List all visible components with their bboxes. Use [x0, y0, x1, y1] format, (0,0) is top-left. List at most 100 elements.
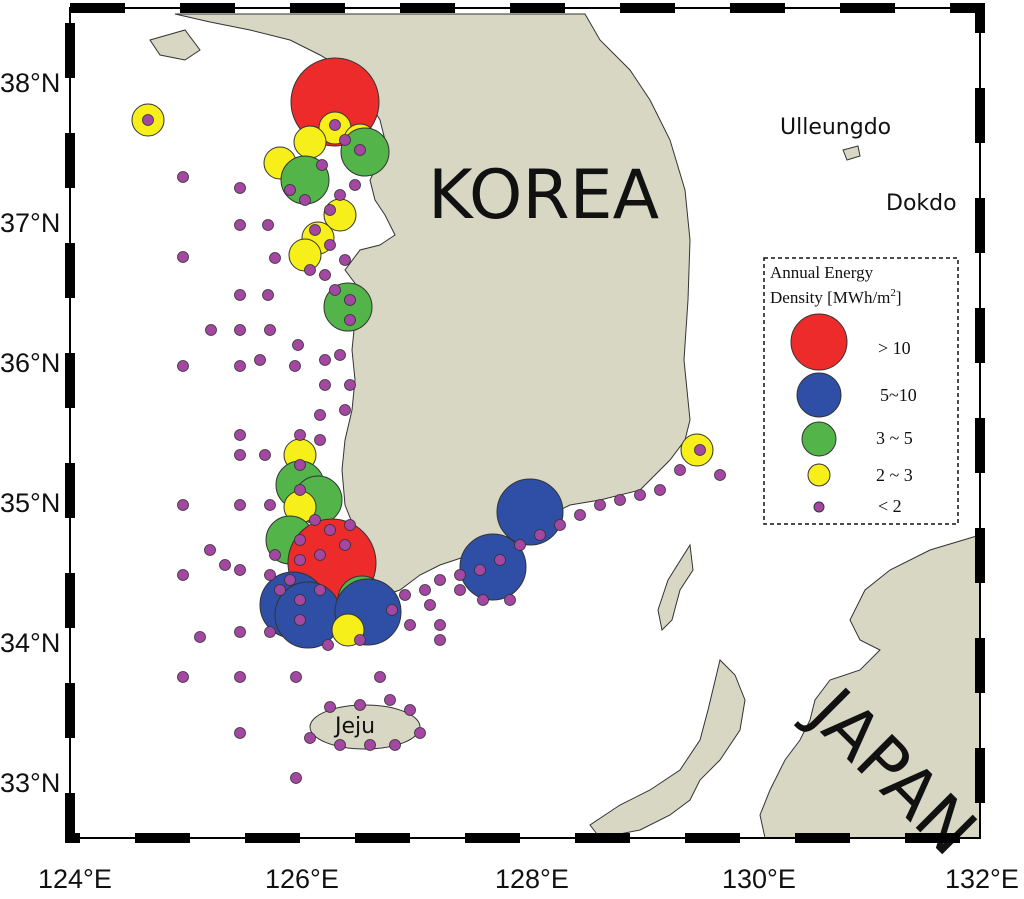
small-site-dot	[234, 219, 246, 231]
small-site-dot	[292, 339, 304, 351]
small-site-dot	[177, 569, 189, 581]
small-site-dot	[304, 732, 316, 744]
small-site-dot	[309, 514, 321, 526]
small-site-dot	[219, 559, 231, 571]
small-site-dot	[234, 671, 246, 683]
small-site-dot	[309, 224, 321, 236]
legend-title-line2: Density [MWh/m2]	[770, 287, 902, 307]
small-site-dot	[274, 584, 286, 596]
jeju-label: Jeju	[333, 714, 375, 739]
legend-item-green: 3 ~ 5	[876, 428, 913, 448]
small-site-dot	[234, 499, 246, 511]
small-site-dot	[339, 539, 351, 551]
dokdo-label: Dokdo	[886, 191, 957, 216]
small-site-dot	[259, 449, 271, 461]
small-site-dot	[319, 269, 331, 281]
lat-tick-36: 36°N	[0, 348, 60, 378]
small-site-dot	[384, 694, 396, 706]
map-frame	[65, 3, 985, 843]
small-site-dot	[334, 189, 346, 201]
small-site-dot	[284, 184, 296, 196]
small-site-dot	[269, 549, 281, 561]
small-site-dot	[234, 324, 246, 336]
small-site-dot	[419, 584, 431, 596]
small-site-dot	[329, 284, 341, 296]
lon-tick-126: 126°E	[265, 864, 339, 894]
legend-box	[763, 257, 959, 525]
small-site-dot	[262, 289, 274, 301]
small-site-dot	[234, 429, 246, 441]
small-site-dot	[434, 619, 446, 631]
legend-title-line1: Annual Energy	[770, 263, 874, 282]
small-site-dot	[714, 469, 726, 481]
small-site-dot	[534, 529, 546, 541]
small-site-dot	[254, 354, 266, 366]
small-site-dot	[674, 464, 686, 476]
small-site-dot	[344, 294, 356, 306]
small-site-dot	[339, 134, 351, 146]
ulleungdo-island	[842, 145, 861, 161]
small-site-dot	[294, 554, 306, 566]
legend-item-yellow: 2 ~ 3	[876, 465, 913, 485]
small-site-dot	[322, 639, 334, 651]
small-site-dot	[344, 314, 356, 326]
legend-green-swatch	[801, 421, 837, 457]
legend-yellow-swatch	[807, 463, 831, 487]
small-site-dot	[514, 539, 526, 551]
small-site-dot	[177, 251, 189, 263]
small-site-dot	[177, 671, 189, 683]
small-site-dot	[344, 379, 356, 391]
small-site-dot	[314, 549, 326, 561]
small-site-dot	[694, 444, 706, 456]
small-site-dot	[269, 252, 281, 264]
small-site-dot	[314, 434, 326, 446]
japan-landmass	[759, 534, 981, 839]
small-site-dot	[424, 599, 436, 611]
small-site-dot	[314, 584, 326, 596]
small-site-dot	[574, 509, 586, 521]
small-site-dot	[234, 564, 246, 576]
small-site-dot	[404, 619, 416, 631]
small-site-dot	[504, 594, 516, 606]
latitude-labels: 38°N 37°N 36°N 35°N 34°N 33°N	[0, 68, 60, 798]
small-site-dot	[404, 704, 416, 716]
small-site-dot	[177, 499, 189, 511]
small-site-dot	[234, 289, 246, 301]
small-site-dot	[354, 144, 366, 156]
small-site-dot	[349, 179, 361, 191]
small-site-dot	[264, 499, 276, 511]
legend: Annual Energy Density [MWh/m2] > 10 5~10…	[763, 257, 959, 525]
energy-bubble-blue	[496, 478, 564, 546]
small-site-dot	[194, 631, 206, 643]
small-site-dot	[294, 614, 306, 626]
small-site-dot	[264, 569, 276, 581]
small-site-dot	[434, 574, 446, 586]
small-site-dot	[474, 564, 486, 576]
small-site-dot	[234, 182, 246, 194]
small-site-dot	[264, 324, 276, 336]
small-site-dot	[142, 114, 154, 126]
lat-tick-35: 35°N	[0, 488, 60, 518]
small-site-dot	[334, 349, 346, 361]
lat-tick-33: 33°N	[0, 768, 60, 798]
small-site-dot	[554, 519, 566, 531]
small-site-dot	[177, 360, 189, 372]
japan-western-islands	[589, 659, 746, 839]
small-site-dot	[389, 739, 401, 751]
small-site-dot	[454, 569, 466, 581]
legend-item-blue: 5~10	[880, 385, 917, 405]
small-site-dot	[374, 671, 386, 683]
small-site-dot	[234, 727, 246, 739]
legend-blue-swatch	[796, 372, 842, 418]
small-site-dot	[594, 499, 606, 511]
lon-tick-132: 132°E	[945, 864, 1019, 894]
small-site-dot	[205, 324, 217, 336]
small-site-dot	[324, 204, 336, 216]
lon-tick-128: 128°E	[495, 864, 569, 894]
small-site-dot	[294, 534, 306, 546]
small-site-dot	[614, 494, 626, 506]
small-site-dot	[386, 604, 398, 616]
small-site-dot	[477, 594, 489, 606]
small-site-dot	[654, 484, 666, 496]
small-site-dot	[304, 264, 316, 276]
